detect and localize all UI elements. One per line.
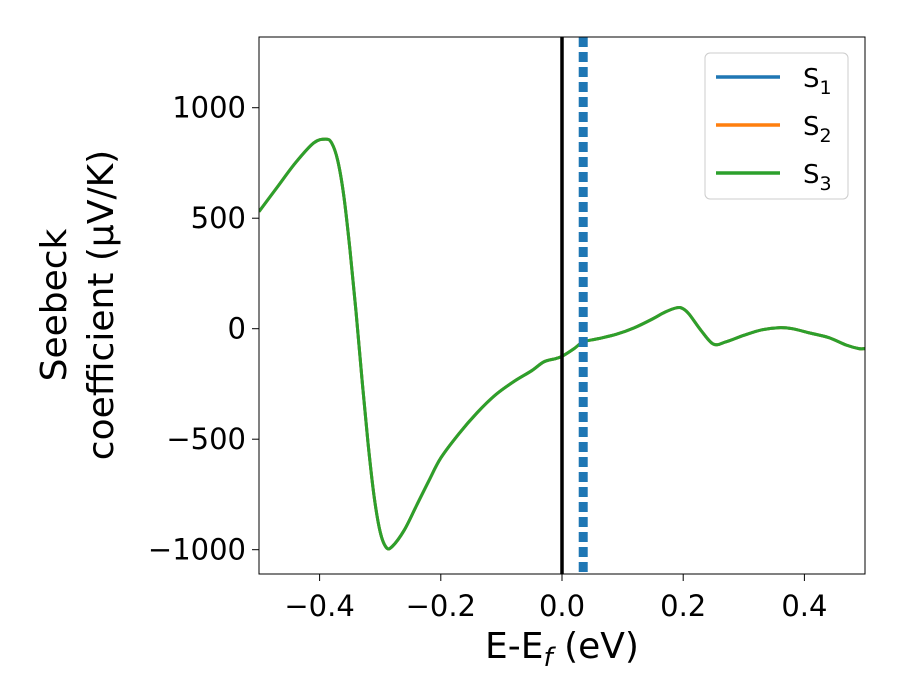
- x-tick-label: −0.2: [406, 589, 476, 623]
- x-axis: −0.4 −0.2 0.0 0.2 0.4: [284, 574, 827, 623]
- x-axis-title: E-Ef (eV): [485, 626, 639, 673]
- series-line-s3: [259, 137, 865, 551]
- legend-label-s2: S2: [803, 112, 832, 147]
- y-axis-title-line2: coefficient (μV/K): [81, 150, 122, 460]
- x-tick-label: 0.2: [660, 589, 706, 623]
- legend-label-s1: S1: [803, 64, 832, 99]
- reference-lines: [560, 37, 588, 574]
- y-axis: −1000 −500 0 500 1000: [148, 91, 259, 567]
- y-tick-label: 1000: [172, 91, 246, 125]
- x-tick-label: 0.0: [539, 589, 585, 623]
- x-tick-label: −0.4: [284, 589, 354, 623]
- y-tick-label: 0: [228, 312, 246, 346]
- y-tick-label: −1000: [148, 533, 246, 567]
- y-tick-label: 500: [191, 201, 246, 235]
- legend: S1 S2 S3: [704, 52, 849, 200]
- y-tick-label: −500: [166, 422, 246, 456]
- legend-label-s3: S3: [803, 160, 832, 195]
- series-layer: [259, 137, 865, 551]
- x-tick-label: 0.4: [781, 589, 827, 623]
- y-axis-title-line1: Seebeck: [34, 228, 75, 381]
